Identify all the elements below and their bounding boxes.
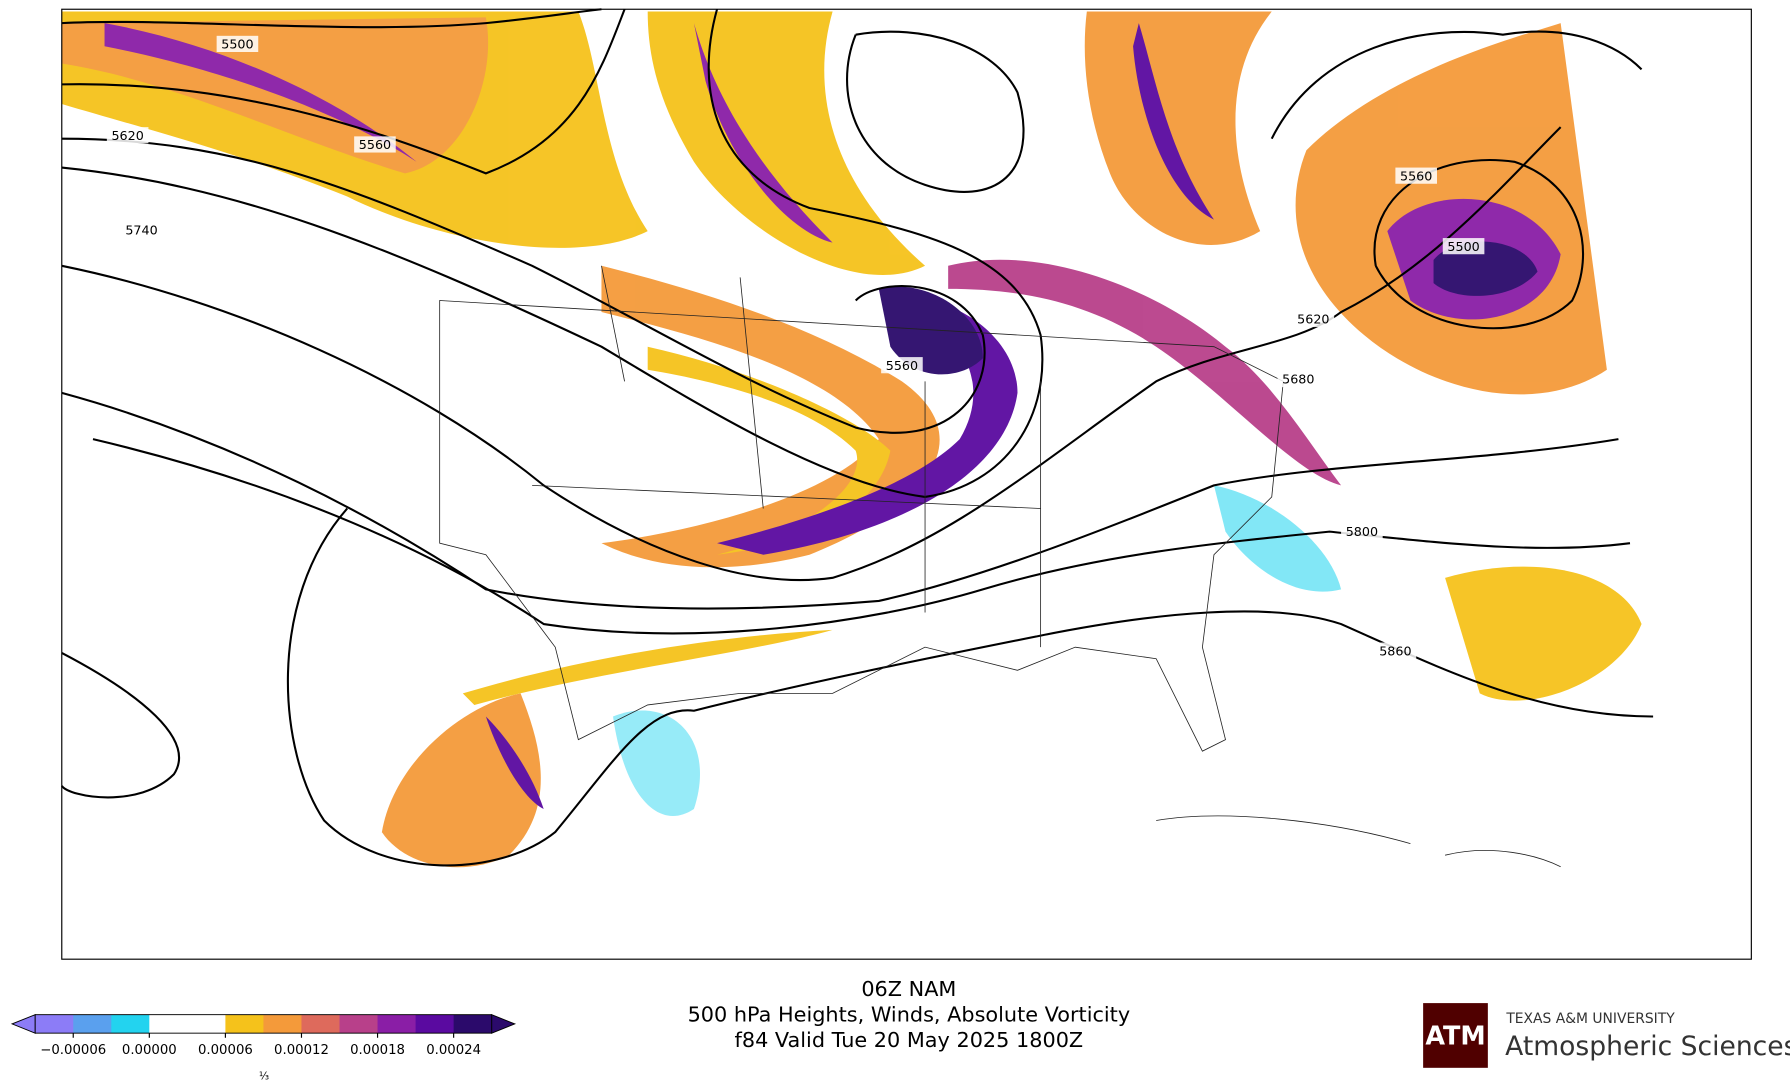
colorbar-segment: [377, 1014, 417, 1034]
contour-label-bg: [881, 357, 923, 374]
height-contours: [60, 8, 1654, 867]
colorbar-segment: [301, 1014, 341, 1034]
boundaries: [439, 265, 1561, 913]
title-line: f84 Valid Tue 20 May 2025 1800Z: [735, 1028, 1084, 1052]
contour-label-bg: [106, 127, 149, 144]
contour-label-bg: [1442, 238, 1485, 255]
colorbar-segment: [225, 1014, 265, 1034]
colorbar-segment: [339, 1014, 379, 1034]
contour-label: 5500: [221, 37, 253, 52]
contour-label: 5560: [886, 358, 918, 373]
colorbar-footnote: ⅓: [259, 1070, 269, 1082]
colorbar: −0.00006 0.00000 0.00006 0.00012 0.00018 0.00…: [10, 1013, 517, 1082]
contour-label-bg: [1341, 523, 1383, 540]
colorbar-arrow: [10, 1013, 36, 1034]
logo-box: [1423, 1003, 1488, 1068]
title-line: 06Z NAM: [861, 977, 956, 1001]
map-frame: [61, 8, 1752, 960]
contour-label: 5800: [1346, 524, 1378, 539]
contour-label-bg: [1277, 370, 1320, 388]
logo-mark: ATM: [1425, 1021, 1485, 1051]
colorbar-segment: [187, 1014, 226, 1034]
title-line: 500 hPa Heights, Winds, Absolute Vortici…: [688, 1003, 1131, 1027]
colorbar-outline: [34, 1014, 493, 1034]
contour-label: 5620: [1297, 312, 1329, 327]
title-block: 06Z NAM 500 hPa Heights, Winds, Absolute…: [688, 977, 1131, 1052]
contour-label-bg: [216, 35, 259, 53]
contour-label: 5560: [359, 137, 391, 152]
logo: ATM TEXAS A&M UNIVERSITY Atmospheric Sci…: [1423, 1003, 1790, 1068]
contour-label-bg: [1374, 642, 1417, 659]
logo-university: TEXAS A&M UNIVERSITY: [1505, 1011, 1675, 1027]
colorbar-segment: [111, 1014, 150, 1034]
colorbar-tick-label: 0.00006: [198, 1043, 253, 1058]
contour-label: 5620: [111, 128, 143, 143]
colorbar-segment: [73, 1014, 112, 1034]
colorbar-tick-label: −0.00006: [40, 1043, 106, 1058]
colorbar-segment: [149, 1014, 188, 1034]
colorbar-arrow: [491, 1013, 517, 1034]
contour-label-bg: [1292, 310, 1335, 328]
colorbar-segment: [415, 1014, 455, 1034]
colorbar-tick-label: 0.00012: [274, 1043, 329, 1058]
colorbar-tick-label: 0.00024: [426, 1043, 481, 1058]
contour-labels: 5500 5620 5560 5740 5560 5560 5500 5620 5680 5800…: [106, 35, 1485, 659]
contour-label: 5860: [1379, 643, 1411, 658]
contour-label-bg: [120, 221, 163, 239]
contour-label: 5680: [1282, 372, 1314, 387]
contour-label-bg: [354, 136, 396, 153]
colorbar-segment: [263, 1014, 303, 1034]
contour-label-bg: [1395, 167, 1437, 184]
colorbar-segment: [453, 1014, 493, 1034]
colorbar-segment: [35, 1014, 74, 1034]
colorbar-tick-label: 0.00018: [350, 1043, 405, 1058]
contour-label: 5740: [125, 223, 157, 238]
logo-department: Atmospheric Sciences: [1505, 1031, 1790, 1062]
colorbar-tick-label: 0.00000: [122, 1043, 177, 1058]
map: 5500 5620 5560 5740 5560 5560 5500 5620 5680 5800…: [60, 8, 1752, 960]
contour-label: 5500: [1447, 239, 1479, 254]
contour-label: 5560: [1400, 168, 1432, 183]
